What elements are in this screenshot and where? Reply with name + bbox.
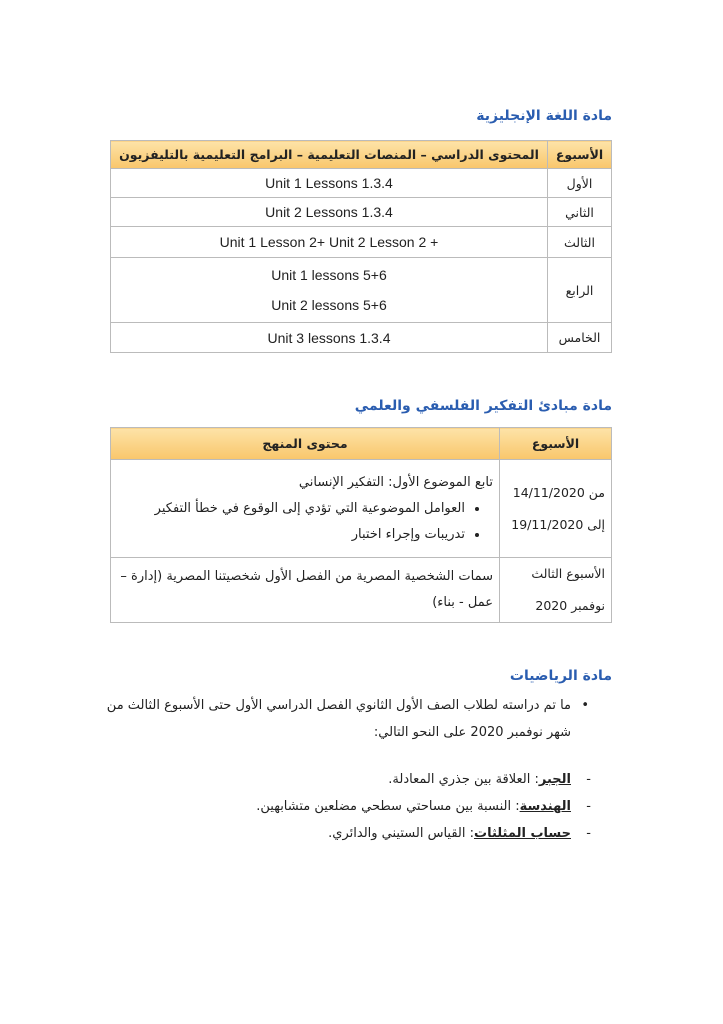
content-cell: Unit 1 lessons 5+6 Unit 2 lessons 5+6 (110, 257, 548, 323)
content-intro: تابع الموضوع الأول: التفكير الإنساني (298, 474, 493, 490)
week-cell: الثاني (547, 197, 612, 227)
header-cell: المحتوى الدراسي – المنصات التعليمية – ال… (110, 140, 548, 169)
row: من 14/11/2020 إلى 19/11/2020 تابع الموضوع … (110, 459, 612, 558)
section-title: مادة اللغة الإنجليزية (476, 108, 612, 124)
text: ما تم دراسته لطلاب الصف الأول الثانوي ال… (106, 698, 571, 740)
term: الجبر (538, 772, 571, 787)
header-cell: الأسبوع (499, 427, 612, 460)
bullet-list: العوامل الموضوعية التي تؤدي إلى الوقوع ف… (117, 496, 493, 548)
bullet: • (581, 698, 589, 713)
content-cell: Unit 1 Lesson 2+ Unit 2 Lesson 2 + (110, 226, 548, 258)
english-table: الأسبوع المحتوى الدراسي – المنصات التعلي… (110, 140, 612, 353)
math-list: - الجبر: العلاقة بين جذري المعادلة. - الهند… (101, 766, 591, 847)
row: الرابع Unit 1 lessons 5+6 Unit 2 lessons 5… (110, 257, 612, 323)
week-line: الأسبوع الثالث (531, 566, 605, 581)
week-cell: الخامس (547, 322, 612, 353)
list-item: - حساب المثلثات: القياس الستيني والدائري. (101, 820, 591, 847)
item-text: : القياس الستيني والدائري. (328, 826, 474, 841)
content-intro: سمات الشخصية المصرية من الفصل الأول شخصي… (120, 569, 493, 610)
content-line: Unit 2 lessons 5+6 (271, 297, 387, 313)
content-line: Unit 3 lessons 1.3.4 (267, 329, 391, 346)
week-cell: الأسبوع الثالث نوفمبر 2020 (499, 557, 612, 623)
dash: - (586, 772, 591, 787)
week-cell: الثالث (547, 226, 612, 258)
term: حساب المثلثات (474, 826, 571, 841)
content-cell: Unit 3 lessons 1.3.4 (110, 322, 548, 353)
content-cell: Unit 1 Lessons 1.3.4 (110, 168, 548, 198)
row: الثالث Unit 1 Lesson 2+ Unit 2 Lesson 2 + (110, 226, 612, 258)
list-item: - الهندسة: النسبة بين مساحتي سطحي مضلعين … (101, 793, 591, 820)
content-cell: Unit 2 Lessons 1.3.4 (110, 197, 548, 227)
section-title: مادة مبادئ التفكير الفلسفي والعلمي (354, 398, 612, 414)
week-line: من 14/11/2020 (512, 484, 605, 500)
week-cell: الرابع (547, 257, 612, 323)
week-line: نوفمبر 2020 (535, 598, 605, 613)
week-cell: الأول (547, 168, 612, 198)
paragraph: • ما تم دراسته لطلاب الصف الأول الثانوي ا… (101, 692, 589, 746)
content-cell: تابع الموضوع الأول: التفكير الإنساني العو… (110, 459, 500, 558)
week-cell: من 14/11/2020 إلى 19/11/2020 (499, 459, 612, 558)
term: الهندسة (519, 799, 571, 814)
math-intro: • ما تم دراسته لطلاب الصف الأول الثانوي ا… (101, 692, 589, 746)
content-line: Unit 1 Lesson 2+ Unit 2 Lesson 2 + (219, 234, 439, 250)
row: الخامس Unit 3 lessons 1.3.4 (110, 322, 612, 353)
dash: - (586, 826, 591, 841)
philosophy-table: الأسبوع محتوى المنهج من 14/11/2020 إلى 19… (110, 427, 612, 623)
row: الثاني Unit 2 Lessons 1.3.4 (110, 197, 612, 227)
row: الأسبوع الثالث نوفمبر 2020 سمات الشخصية ال… (110, 557, 612, 623)
dash: - (586, 799, 591, 814)
section-title: مادة الرياضيات (509, 668, 612, 684)
content-cell: سمات الشخصية المصرية من الفصل الأول شخصي… (110, 557, 500, 623)
week-line: إلى 19/11/2020 (511, 516, 605, 532)
bullet-item: العوامل الموضوعية التي تؤدي إلى الوقوع ف… (117, 496, 465, 522)
content-line: Unit 2 Lessons 1.3.4 (265, 204, 393, 220)
item-text: : النسبة بين مساحتي سطحي مضلعين متشابهين… (256, 799, 520, 814)
header-cell: محتوى المنهج (110, 427, 500, 460)
content-line: Unit 1 lessons 5+6 (271, 267, 387, 283)
bullet-item: تدريبات وإجراء اختبار (117, 522, 465, 548)
row: الأول Unit 1 Lessons 1.3.4 (110, 168, 612, 198)
content-line: Unit 1 Lessons 1.3.4 (265, 175, 393, 191)
list-item: - الجبر: العلاقة بين جذري المعادلة. (101, 766, 591, 793)
item-text: : العلاقة بين جذري المعادلة. (388, 772, 539, 787)
header-cell: الأسبوع (547, 140, 612, 169)
